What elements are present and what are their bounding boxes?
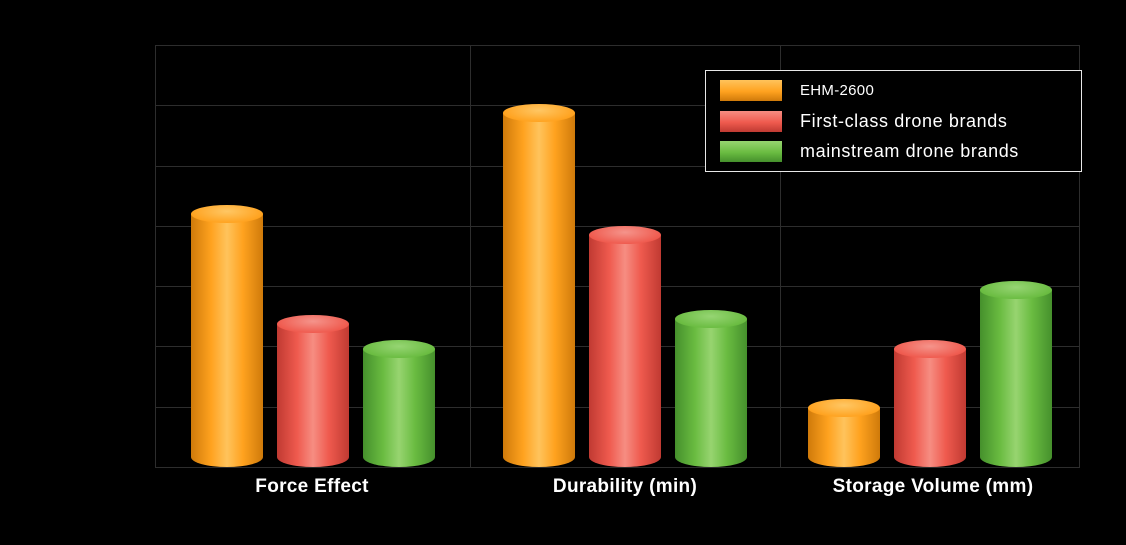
bar-first-class-drone-brands-force-effect [277,315,349,467]
bar-body [363,349,435,467]
gridline-vertical [155,45,156,467]
legend-swatch-mainstream [720,141,782,162]
bar-top-ellipse [980,281,1052,299]
gridline-vertical [470,45,471,467]
legend-swatch-ehm-2600 [720,80,782,101]
bar-body [277,324,349,467]
bar-body [894,349,966,467]
legend-label-ehm-2600: EHM-2600 [800,82,875,99]
bar-top-ellipse [894,340,966,358]
x-axis-label-storage-volume: Storage Volume (mm) [832,476,1034,497]
gridline-horizontal [155,105,1080,106]
bar-mainstream-drone-brands-durability-min- [675,310,747,467]
legend-swatch-first-class [720,110,782,132]
legend-item-ehm-2600: EHM-2600 [720,80,1067,101]
legend-item-first-class: First-class drone brands [720,110,1067,132]
legend-label-first-class: First-class drone brands [800,110,1008,131]
bar-mainstream-drone-brands-force-effect [363,340,435,467]
legend-label-mainstream: mainstream drone brands [800,141,1019,161]
bar-first-class-drone-brands-storage-volume-mm- [894,340,966,467]
plot-area: EHM-2600 First-class drone brands mainst… [155,45,1082,468]
bar-body [980,290,1052,467]
x-axis-label-force-effect: Force Effect [255,476,369,497]
x-axis-label-durability: Durability (min) [552,476,698,497]
legend-item-mainstream: mainstream drone brands [720,141,1067,162]
bar-body [191,214,263,467]
gridline-vertical [780,45,781,467]
bar-body [503,113,575,467]
legend: EHM-2600 First-class drone brands mainst… [705,70,1082,172]
gridline-horizontal [155,166,1080,167]
bar-body [675,319,747,467]
gridline-vertical [1079,45,1080,467]
bar-top-ellipse [589,226,661,244]
gridline-horizontal [155,45,1080,46]
bar-ehm-2600-durability-min- [503,104,575,467]
bar-top-ellipse [675,310,747,328]
bar-top-ellipse [363,340,435,358]
bar-ehm-2600-force-effect [191,205,263,467]
bar-ehm-2600-storage-volume-mm- [808,399,880,467]
bar-first-class-drone-brands-durability-min- [589,226,661,467]
bar-top-ellipse [277,315,349,333]
bar-body [589,235,661,467]
bar-body [808,408,880,467]
bar-top-ellipse [191,205,263,223]
bar-top-ellipse [503,104,575,122]
bar-mainstream-drone-brands-storage-volume-mm- [980,281,1052,467]
gridline-horizontal [155,467,1080,468]
bar-top-ellipse [808,399,880,417]
